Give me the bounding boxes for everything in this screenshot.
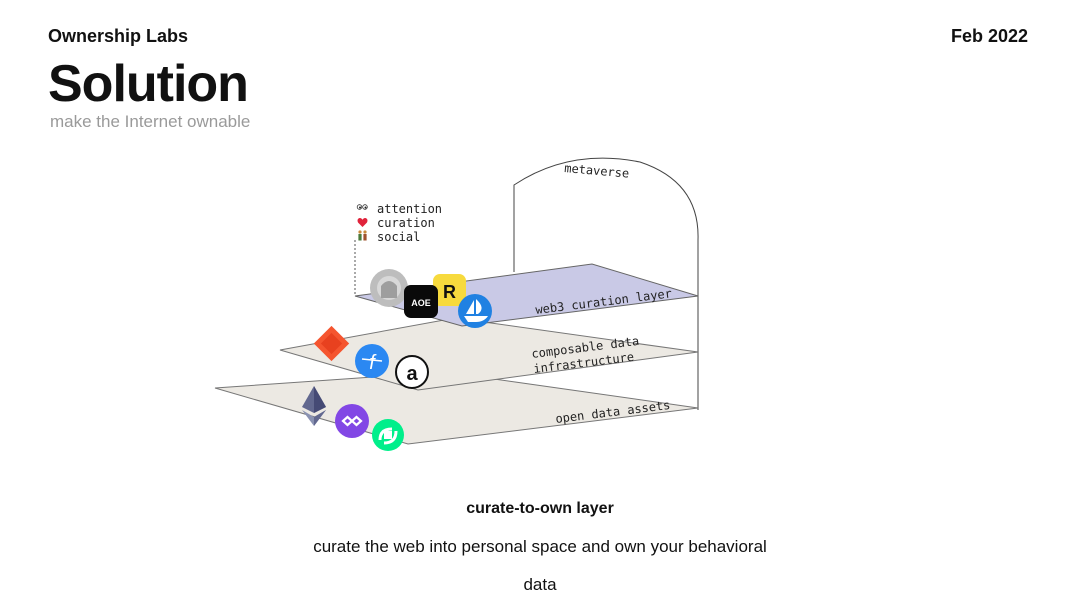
svg-text:AOE: AOE [411, 298, 431, 308]
svg-text:R: R [443, 282, 456, 302]
heart-icon [357, 217, 368, 227]
company-name: Ownership Labs [48, 26, 189, 46]
metaverse-arch [513, 157, 699, 410]
silver-logo-icon [370, 269, 408, 307]
rarible-logo-icon: R [433, 274, 466, 306]
caption-body: curate the web into personal space and o… [0, 528, 1080, 604]
metaverse-label: metaverse [564, 161, 630, 181]
svg-text:a: a [406, 363, 418, 385]
gitcoin-logo-icon [313, 325, 350, 362]
slide-title: Solution [48, 55, 249, 113]
filecoin-logo-icon: f [355, 344, 389, 378]
slide-subtitle: make the Internet ownable [50, 112, 251, 131]
caption-heading: curate-to-own layer [466, 500, 614, 517]
legend-social: social [358, 230, 420, 244]
caption-line-2: data [523, 575, 557, 594]
svg-text:f: f [369, 352, 377, 374]
opensea-logo-icon [458, 294, 492, 328]
legend-label-attention: attention [377, 202, 442, 216]
deck-date: Feb 2022 [950, 26, 1028, 46]
legend-label-social: social [377, 230, 420, 244]
arweave-logo-icon: a [395, 355, 429, 389]
people-icon [358, 230, 367, 241]
eyes-icon [356, 204, 368, 210]
flow-logo-icon [372, 419, 404, 451]
caption-line-1: curate the web into personal space and o… [313, 537, 767, 556]
polygon-logo-icon [335, 404, 369, 438]
legend-attention: attention [356, 202, 442, 216]
aoe-logo-icon: AOE [404, 285, 438, 318]
ethereum-logo-icon [302, 386, 326, 426]
legend-label-curation: curation [377, 216, 435, 230]
legend-curation: curation [357, 216, 435, 230]
